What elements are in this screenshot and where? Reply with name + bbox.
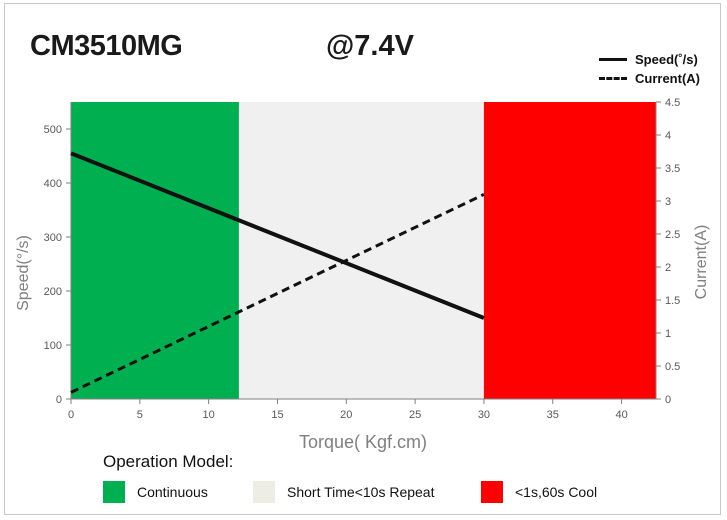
zone-swatch-continuous (103, 481, 125, 503)
y2-tick-label: 2.5 (665, 229, 680, 241)
y-tick-label: 500 (44, 124, 62, 136)
y2-axis-label: Current(A) (693, 225, 710, 300)
current-series-line (70, 193, 485, 394)
y-tick-label: 200 (44, 286, 62, 298)
x-tick-label: 40 (615, 409, 627, 421)
legend-dashed-line-icon (599, 76, 627, 80)
y2-tick-label: 3.5 (665, 163, 680, 175)
series (70, 151, 485, 394)
legend-current: Current(A) (599, 69, 700, 87)
y2-tick-label: 2 (665, 262, 671, 274)
y-tick-label: 100 (44, 340, 62, 352)
x-tick-label: 30 (478, 409, 490, 421)
region-1 (238, 102, 484, 399)
legend-current-label: Current(A) (635, 70, 700, 86)
legend-speed-label: Speed(˚/s) (635, 51, 698, 67)
x-tick-label: 20 (340, 409, 352, 421)
zone-legend-cool: <1s,60s Cool (481, 480, 597, 504)
chart-title: CM3510MG (30, 30, 183, 62)
y-tick-label: 400 (44, 178, 62, 190)
operation-regions (71, 102, 656, 399)
zone-legend-short-time: Short Time<10s Repeat (253, 480, 434, 504)
y-tick-label: 0 (56, 394, 62, 406)
axes (66, 101, 661, 404)
x-axis-label: Torque( Kgf.cm) (299, 432, 427, 452)
x-tick-label: 5 (137, 409, 143, 421)
zone-legend-continuous: Continuous (103, 480, 208, 504)
legend-solid-line-icon (599, 57, 627, 61)
x-tick-label: 10 (203, 409, 215, 421)
legend-speed: Speed(˚/s) (599, 50, 698, 68)
y-tick-label: 300 (44, 232, 62, 244)
x-tick-label: 0 (68, 409, 74, 421)
zone-label-continuous: Continuous (137, 484, 208, 500)
y2-tick-label: 0 (665, 394, 671, 406)
zone-label-short-time: Short Time<10s Repeat (287, 484, 435, 500)
y2-tick-label: 1 (665, 328, 671, 340)
tick-labels: 0 5 10 15 20 25 30 35 40010020030040050000.511.5… (44, 97, 681, 421)
region-2 (483, 102, 656, 399)
operation-model-title: Operation Model: (103, 452, 234, 471)
y-axis-label: Speed(°/s) (15, 235, 32, 311)
y2-tick-label: 3 (665, 196, 671, 208)
chart-voltage-subtitle: @7.4V (326, 30, 414, 62)
speed-series-line (70, 151, 485, 320)
y2-tick-label: 1.5 (665, 295, 680, 307)
region-0 (71, 102, 239, 399)
zone-label-cool: <1s,60s Cool (515, 484, 598, 500)
zone-swatch-cool (481, 481, 503, 503)
y2-tick-label: 0.5 (665, 361, 680, 373)
y2-tick-label: 4.5 (665, 97, 680, 109)
x-tick-label: 35 (547, 409, 559, 421)
x-tick-label: 25 (409, 409, 421, 421)
x-tick-label: 15 (271, 409, 283, 421)
y2-tick-label: 4 (665, 130, 671, 142)
zone-swatch-short-time (253, 481, 275, 503)
